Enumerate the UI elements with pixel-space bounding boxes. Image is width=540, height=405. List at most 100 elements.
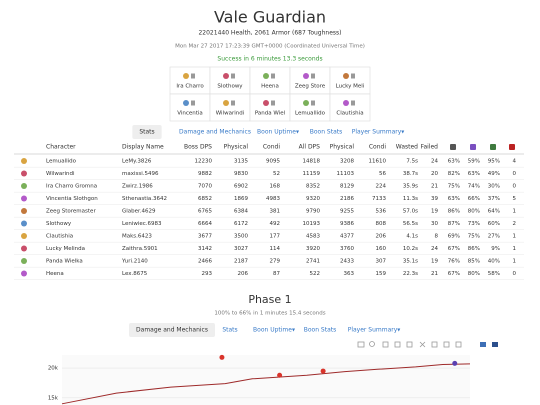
profession-icon xyxy=(223,100,229,106)
cell: 75% xyxy=(468,234,480,240)
party-member: Vincentia xyxy=(177,111,203,117)
cell: Ira Charro Gromna xyxy=(46,184,97,190)
cell: 35.9s xyxy=(403,184,418,190)
cell: 10193 xyxy=(303,221,321,227)
tab[interactable]: Stats xyxy=(222,327,237,334)
role-icon xyxy=(311,100,315,106)
column-header: Condi xyxy=(369,144,386,151)
cell: 87% xyxy=(448,221,460,227)
role-icon xyxy=(231,100,235,106)
cell: 30% xyxy=(488,184,500,190)
cell: 9830 xyxy=(234,171,248,177)
tab[interactable]: Damage and Mechanics xyxy=(179,129,251,136)
cell: Clautishia xyxy=(46,234,73,240)
cell: 0 xyxy=(513,171,517,177)
cell: 4.1s xyxy=(406,234,418,240)
cell: 9% xyxy=(491,246,500,252)
cell: 20 xyxy=(431,171,438,177)
cell: Maks.6423 xyxy=(122,234,152,240)
cell: 293 xyxy=(202,271,213,277)
cell: 6384 xyxy=(234,209,248,215)
party-cell xyxy=(169,93,211,122)
profession-icon xyxy=(21,158,27,164)
tab[interactable]: Boon Stats xyxy=(304,327,336,334)
cell: 177 xyxy=(270,234,281,240)
cell: 8 xyxy=(435,234,439,240)
cell: 224 xyxy=(376,184,387,190)
cell: 168 xyxy=(270,184,281,190)
tab[interactable]: Boon Uptime▾ xyxy=(253,327,295,334)
phase-title: Phase 1 xyxy=(248,293,291,306)
cell: 80% xyxy=(468,209,480,215)
marker xyxy=(219,354,225,360)
profession-icon xyxy=(343,100,349,106)
cell: Lucky Melinda xyxy=(46,246,85,252)
y-tick-label: 15k xyxy=(48,395,59,401)
cell: 86% xyxy=(448,209,460,215)
cell: 9882 xyxy=(198,171,212,177)
cell: Zeeg Storemaster xyxy=(46,209,96,215)
tab[interactable]: Player Summary▾ xyxy=(348,327,401,334)
column-icon xyxy=(450,144,456,150)
cell: 82% xyxy=(448,171,460,177)
tab[interactable]: Damage and Mechanics xyxy=(136,327,208,334)
cell: 49% xyxy=(488,171,500,177)
cell: 73% xyxy=(468,221,480,227)
profession-icon xyxy=(183,100,189,106)
cell: 3500 xyxy=(234,234,248,240)
cell: Zwirz.1986 xyxy=(122,184,153,190)
tab[interactable]: Boon Stats xyxy=(310,129,342,136)
cell: 3142 xyxy=(198,246,212,252)
cell: 27% xyxy=(488,234,500,240)
party-cell xyxy=(209,66,251,95)
party-cell xyxy=(249,66,291,95)
cell: Lex.8675 xyxy=(122,271,148,277)
column-header: All DPS xyxy=(299,144,321,151)
marker xyxy=(320,368,326,374)
profession-icon xyxy=(263,73,269,79)
tab[interactable]: Player Summary▾ xyxy=(352,129,405,136)
cell: 6902 xyxy=(234,184,248,190)
cell: Glaber.4629 xyxy=(122,209,156,215)
cell: 2187 xyxy=(234,259,248,265)
cell: 86% xyxy=(468,246,480,252)
column-header: Condi xyxy=(263,144,280,151)
cell: 2 xyxy=(513,221,517,227)
cell: 9320 xyxy=(306,196,320,202)
marker xyxy=(452,360,458,366)
cell: 37% xyxy=(488,196,500,202)
cell: 279 xyxy=(270,259,281,265)
cell: 19 xyxy=(431,209,438,215)
cell: 4583 xyxy=(306,234,320,240)
chart-toolbar xyxy=(357,341,498,348)
cell: maxissi.5496 xyxy=(122,171,159,177)
column-header: Boss DPS xyxy=(184,144,212,151)
cell: 11610 xyxy=(369,159,387,165)
cell: Panda Wielka xyxy=(46,259,83,265)
profession-icon xyxy=(263,100,269,106)
party-cell xyxy=(329,66,371,95)
tab[interactable]: Boon Uptime▾ xyxy=(257,129,299,136)
cell: 75% xyxy=(448,184,460,190)
cell: 59% xyxy=(468,159,480,165)
column-icon xyxy=(509,144,515,150)
cell: 492 xyxy=(270,221,281,227)
cell: Sthenastia.3642 xyxy=(122,196,167,202)
cell: 11.3s xyxy=(403,196,418,202)
cell: 64% xyxy=(488,209,500,215)
party-cell xyxy=(249,93,291,122)
cell: 0 xyxy=(513,184,517,190)
cell: 40% xyxy=(488,259,500,265)
cell: 7133 xyxy=(372,196,386,202)
cell: 2466 xyxy=(198,259,212,265)
profession-icon xyxy=(21,270,27,277)
column-header: Display Name xyxy=(122,144,164,151)
role-icon xyxy=(311,73,315,79)
cell: 6852 xyxy=(198,196,212,202)
cell: 21 xyxy=(431,184,438,190)
health: 22021440 Health, 2061 Armor (687 Toughne… xyxy=(198,30,341,37)
column-header: Physical xyxy=(224,144,249,151)
cell: 74% xyxy=(468,184,480,190)
cell: 22.3s xyxy=(403,271,418,277)
tab[interactable]: Stats xyxy=(139,129,154,136)
